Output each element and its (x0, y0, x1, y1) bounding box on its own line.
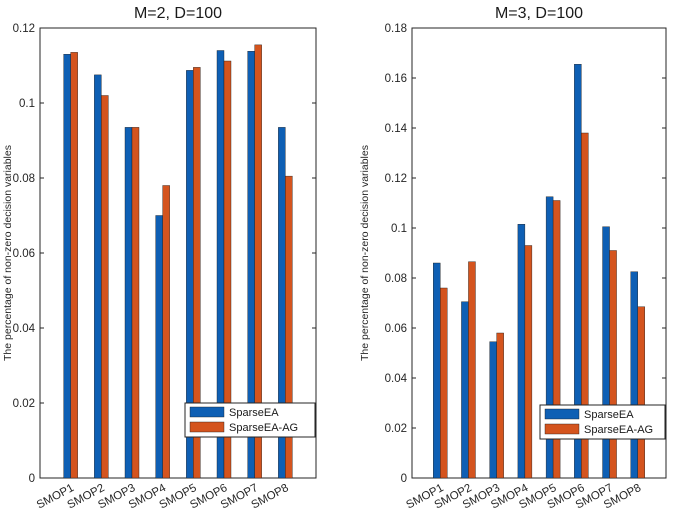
bar-sparseea-ag-smop4 (162, 185, 170, 479)
bar-sparseea-smop4 (155, 215, 163, 479)
bar-sparseea-smop2 (461, 301, 469, 479)
bar-sparseea-smop7 (602, 226, 610, 479)
y-axis-label: The percentage of non-zero decision vari… (359, 145, 371, 361)
y-tick-label: 0.08 (13, 173, 35, 185)
bar-sparseea-ag-smop1 (70, 52, 78, 479)
y-tick-label: 0.1 (19, 98, 35, 110)
legend-swatch-sparseea (189, 406, 225, 418)
bar-sparseea-ag-smop7 (254, 44, 262, 479)
legend-label-sparseea: SparseEA (229, 407, 279, 419)
legend-label-sparseea-ag: SparseEA-AG (229, 422, 298, 434)
y-tick-label: 0.08 (385, 273, 407, 285)
y-tick-label: 0.14 (385, 123, 408, 135)
chart-1: M=2, D=100 The percentage of non-zero dec… (2, 5, 317, 512)
legend-swatch-sparseea-ag (544, 423, 580, 435)
bar-sparseea-smop2 (94, 74, 102, 479)
bar-sparseea-ag-smop7 (609, 250, 617, 479)
y-axis-label: The percentage of non-zero decision vari… (2, 145, 14, 361)
bar-sparseea-smop1 (63, 54, 71, 479)
y-tick-label: 0.1 (391, 223, 407, 235)
bar-sparseea-smop1 (433, 262, 441, 479)
bar-sparseea-ag-smop1 (440, 287, 448, 479)
bar-sparseea-smop8 (630, 271, 638, 479)
bar-sparseea-smop3 (124, 127, 133, 479)
chart-title: M=2, D=100 (134, 5, 222, 22)
y-tick-label: 0.16 (385, 73, 407, 85)
y-tick-label: 0.02 (385, 423, 407, 435)
bar-sparseea-ag-smop2 (101, 95, 109, 479)
y-tick-label: 0.06 (13, 248, 35, 260)
bar-sparseea-ag-smop6 (581, 132, 589, 479)
legend-label-sparseea-ag: SparseEA-AG (584, 424, 653, 436)
legend: SparseEA SparseEA-AG (539, 404, 666, 440)
legend: SparseEA SparseEA-AG (184, 402, 316, 438)
plot-area-box (411, 27, 667, 479)
bar-sparseea-ag-smop3 (131, 127, 140, 479)
bar-sparseea-ag-smop8 (637, 306, 645, 479)
y-tick-label: 0 (29, 473, 35, 485)
bar-sparseea-ag-smop5 (193, 67, 201, 479)
legend-label-sparseea: SparseEA (584, 409, 634, 421)
y-tick-label: 0.06 (385, 323, 407, 335)
y-tick-label: 0.12 (13, 23, 35, 35)
y-tick-label: 0 (401, 473, 407, 485)
bar-sparseea-ag-smop3 (496, 332, 504, 479)
bar-sparseea-ag-smop8 (285, 175, 293, 479)
bar-sparseea-ag-smop4 (524, 245, 533, 479)
y-tick-label: 0.04 (385, 373, 408, 385)
bar-sparseea-ag-smop5 (552, 200, 561, 479)
y-tick-label: 0.18 (385, 23, 407, 35)
bar-sparseea-smop4 (517, 224, 526, 479)
legend-swatch-sparseea (544, 408, 580, 420)
bar-sparseea-smop3 (489, 341, 497, 479)
bar-sparseea-ag-smop2 (468, 261, 476, 479)
chart-title: M=3, D=100 (495, 5, 583, 22)
y-tick-label: 0.02 (13, 398, 35, 410)
y-tick-label: 0.04 (13, 323, 36, 335)
bar-sparseea-ag-smop6 (223, 60, 232, 479)
legend-swatch-sparseea-ag (189, 421, 225, 433)
y-tick-label: 0.12 (385, 173, 407, 185)
chart-2: M=3, D=100 The percentage of non-zero dec… (359, 5, 667, 512)
